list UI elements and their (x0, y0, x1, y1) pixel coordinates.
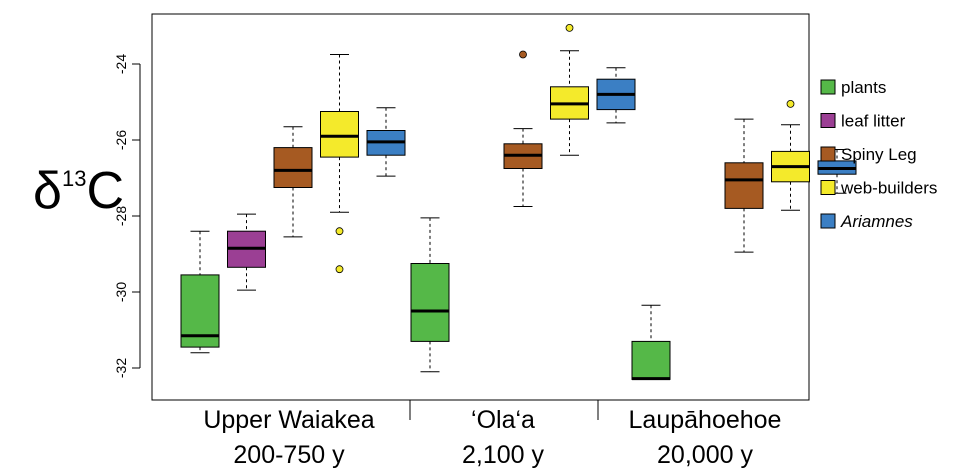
box-spiny_leg-group-0 (273, 126, 313, 238)
outlier-point (565, 23, 574, 32)
plot-area-frame (151, 13, 810, 401)
outlier-point (786, 100, 795, 108)
legend-swatch (820, 213, 836, 229)
outlier-point (519, 50, 527, 59)
outlier-point (335, 265, 344, 274)
legend-swatch (820, 79, 836, 95)
legend-swatch (820, 113, 836, 128)
box-web_builders-group-0 (320, 54, 359, 274)
box-web_builders-group-2 (771, 100, 810, 211)
group-age-laupahoehoe: 20,000 y (657, 441, 753, 469)
box-ariamnes-group-0 (366, 107, 406, 177)
y-tick-label: -28 (113, 206, 129, 226)
y-tick-label: -30 (113, 282, 129, 302)
box-body (410, 263, 450, 342)
legend-label: web-builders (840, 179, 937, 198)
box-plants-group-0 (180, 230, 220, 354)
legend-label: leaf litter (841, 112, 906, 131)
legend-label: Spiny Leg (841, 145, 917, 164)
box-body (631, 340, 671, 380)
y-tick-label: -32 (113, 358, 129, 378)
legend-item-ariamnes: Ariamnes (820, 212, 913, 231)
legend-label: plants (841, 78, 886, 97)
box-plants-group-2 (631, 304, 671, 381)
y-axis-label: δ13C (33, 162, 124, 220)
box-leaf_litter-group-0 (227, 213, 266, 291)
legend-swatch (820, 146, 836, 162)
y-axis: -24 -26 -28 -30 -32 (113, 54, 141, 378)
legend-swatch (820, 180, 836, 195)
group-age-olaa: 2,100 y (462, 441, 545, 469)
box-spiny_leg-group-2 (724, 118, 764, 253)
y-axis-label-delta: δ (33, 162, 62, 220)
svg-text:δ13C: δ13C (33, 162, 124, 220)
legend-item-web_builders: web-builders (820, 179, 937, 198)
box-body (320, 111, 359, 158)
box-ariamnes-group-1 (596, 67, 636, 124)
legend-item-plants: plants (820, 78, 886, 97)
boxes (180, 23, 857, 381)
legend-item-spiny_leg: Spiny Leg (820, 145, 917, 164)
legend: plants leaf litter Spiny Leg web-builders Ar… (820, 78, 937, 231)
box-spiny_leg-group-1 (503, 50, 543, 207)
group-label-olaa: ‘Ola‘a (471, 406, 535, 434)
y-tick-label: -24 (113, 54, 129, 74)
box-plants-group-1 (410, 217, 450, 373)
x-axis: Upper Waiakea 200-750 y ‘Ola‘a 2,100 y L… (203, 400, 781, 469)
y-tick-label: -26 (113, 130, 129, 150)
group-label-upper-waiakea: Upper Waiakea (203, 406, 374, 434)
legend-label: Ariamnes (840, 212, 913, 231)
outlier-point (335, 227, 344, 236)
group-label-laupahoehoe: Laupāhoehoe (629, 406, 782, 434)
y-axis-label-superscript: 13 (62, 166, 86, 191)
group-age-upper-waiakea: 200-750 y (233, 441, 345, 469)
box-body (724, 162, 764, 209)
box-body (273, 147, 313, 189)
box-web_builders-group-1 (550, 23, 589, 156)
y-axis-label-element: C (86, 162, 124, 220)
legend-item-leaf_litter: leaf litter (820, 112, 906, 131)
